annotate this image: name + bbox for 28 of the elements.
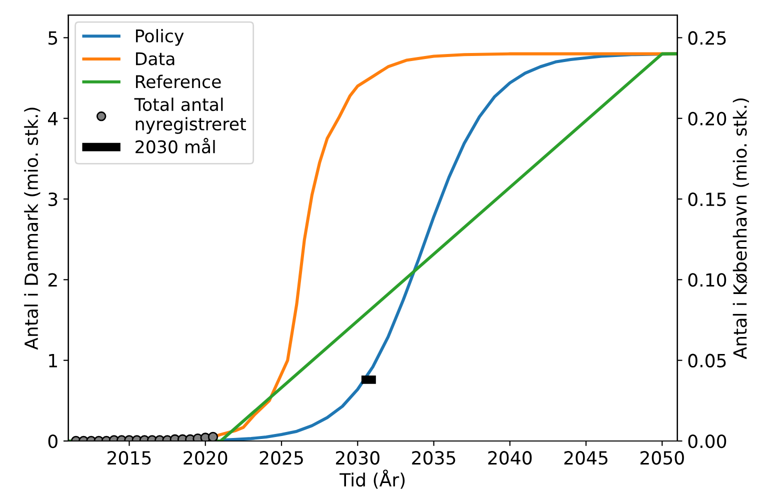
legend-label: Reference: [136, 74, 221, 88]
y-axis-title: Antal i Danmark (mio. stk.): [24, 108, 40, 350]
x-tick-label: 2035: [412, 451, 456, 465]
legend-label: Data: [136, 52, 174, 66]
x-axis-title: Tid (År): [340, 470, 405, 489]
y2-axis-title: Antal i København (mio. stk.): [732, 98, 749, 360]
legend-label: Total antal nyregistreret: [134, 98, 246, 134]
y-tick-label: 2: [48, 273, 57, 287]
x-tick-label: 2015: [108, 451, 151, 465]
y-tick-label: 4: [48, 112, 58, 126]
legend-label: Policy: [136, 29, 184, 46]
y-tick-label: 0: [48, 434, 58, 448]
y-tick-label: 5: [48, 31, 58, 45]
y-tick-label: 1: [49, 354, 57, 368]
x-tick-label: 2045: [564, 451, 608, 465]
legend-label: 2030 mål: [136, 138, 215, 154]
y2-tick-label: 0.25: [688, 31, 726, 45]
y2-tick-label: 0.20: [688, 112, 726, 126]
x-tick-label: 2020: [184, 451, 228, 465]
x-tick-label: 2030: [336, 451, 380, 465]
x-tick-label: 2050: [640, 451, 684, 465]
y2-tick-label: 0.10: [688, 273, 726, 287]
y-tick-label: 3: [48, 192, 58, 206]
y2-tick-label: 0.15: [688, 192, 726, 206]
x-tick-label: 2040: [488, 451, 532, 465]
x-tick-label: 2025: [260, 451, 303, 465]
y2-tick-label: 0.00: [688, 434, 726, 448]
y2-tick-label: 0.05: [688, 354, 726, 368]
